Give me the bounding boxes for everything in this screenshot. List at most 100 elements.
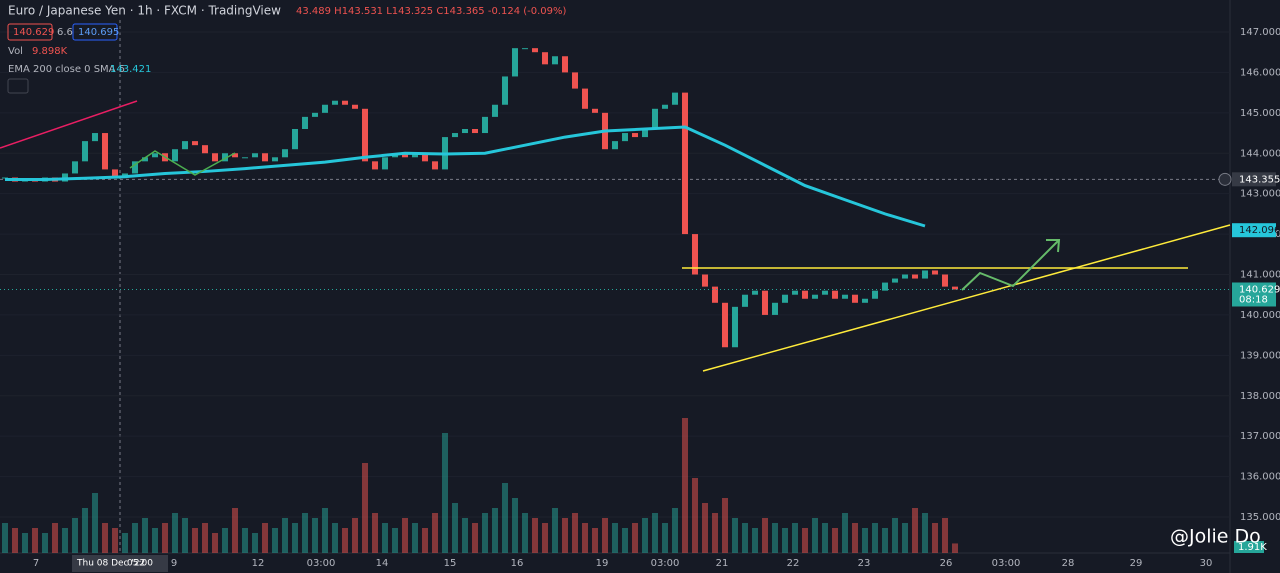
candle bbox=[422, 153, 428, 162]
candle bbox=[812, 294, 818, 299]
candle bbox=[292, 129, 298, 150]
candle bbox=[872, 290, 878, 299]
vol-value: 9.898K bbox=[32, 46, 68, 57]
price-tick-label: 137.000 bbox=[1240, 431, 1280, 442]
candle bbox=[942, 274, 948, 287]
candle bbox=[482, 116, 488, 134]
candle bbox=[492, 104, 498, 117]
volume-bar bbox=[412, 523, 418, 553]
volume-bar bbox=[712, 513, 718, 553]
candle bbox=[522, 48, 528, 50]
candle bbox=[692, 234, 698, 275]
candle bbox=[652, 108, 658, 129]
candle bbox=[362, 108, 368, 162]
volume-bar bbox=[802, 528, 808, 553]
time-tick-label: 12 bbox=[252, 558, 265, 569]
volume-bar bbox=[632, 523, 638, 553]
last-tag-box bbox=[1232, 282, 1276, 307]
ema-label: EMA 200 close 0 SMA 5 bbox=[8, 64, 125, 75]
candle bbox=[192, 141, 198, 146]
time-tick-label: 9 bbox=[171, 558, 177, 569]
buy-price[interactable]: 140.695 bbox=[78, 27, 119, 38]
price-tick-label: 143.000 bbox=[1240, 189, 1280, 200]
volume-bar bbox=[652, 513, 658, 553]
volume-bar bbox=[782, 528, 788, 553]
price-tick-label: 141.000 bbox=[1240, 270, 1280, 281]
time-tick-label: 03:00 bbox=[992, 558, 1021, 569]
volume-bar bbox=[792, 523, 798, 553]
candle bbox=[842, 294, 848, 299]
candle bbox=[92, 133, 98, 142]
candle bbox=[502, 76, 508, 105]
volume-bar bbox=[692, 478, 698, 553]
candle bbox=[372, 161, 378, 170]
buy-button[interactable] bbox=[72, 23, 118, 41]
last-tag-label: 140.629 bbox=[1239, 284, 1280, 295]
volume-bar bbox=[262, 523, 268, 553]
candle bbox=[632, 133, 638, 138]
candle bbox=[382, 157, 388, 170]
ema-tag-label: 142.096 bbox=[1239, 225, 1280, 236]
volume-bar bbox=[622, 528, 628, 553]
volume-bar bbox=[752, 528, 758, 553]
countdown-label: 08:18 bbox=[1239, 294, 1268, 305]
candle bbox=[882, 282, 888, 291]
candle bbox=[762, 290, 768, 315]
candle bbox=[592, 108, 598, 113]
ohlc: 43.489 H143.531 L143.325 C143.365 -0.124… bbox=[296, 6, 567, 17]
volume-bar bbox=[352, 518, 358, 553]
volume-bar bbox=[602, 518, 608, 553]
candle bbox=[322, 104, 328, 113]
volume-bar bbox=[922, 513, 928, 553]
candle bbox=[832, 290, 838, 299]
volume-bar bbox=[12, 528, 18, 553]
volume-bar bbox=[552, 508, 558, 553]
candle bbox=[262, 153, 268, 162]
volume-bar bbox=[662, 523, 668, 553]
volume-bar bbox=[882, 528, 888, 553]
candle bbox=[552, 56, 558, 65]
time-tick-label: 14 bbox=[376, 558, 389, 569]
volume-bar bbox=[152, 528, 158, 553]
crosshair-plus bbox=[1218, 172, 1232, 186]
sell-button[interactable] bbox=[7, 23, 53, 41]
volume-bar bbox=[912, 508, 918, 553]
volume-bar bbox=[92, 493, 98, 553]
volume-bar bbox=[562, 518, 568, 553]
price-tick-label: 144.000 bbox=[1240, 148, 1280, 159]
volume-bar bbox=[392, 528, 398, 553]
candle bbox=[452, 133, 458, 138]
watermark: @Jolie Do bbox=[1170, 526, 1261, 548]
sell-price[interactable]: 140.629 bbox=[13, 27, 54, 38]
candle bbox=[532, 48, 538, 53]
candle bbox=[752, 290, 758, 295]
volume-bar bbox=[722, 498, 728, 553]
time-tick-label: 05:00 bbox=[127, 559, 153, 569]
price-tick-label: 138.000 bbox=[1240, 391, 1280, 402]
collapse-button[interactable] bbox=[7, 78, 29, 94]
symbol-title: Euro / Japanese Yen · 1h · FXCM · Tradin… bbox=[8, 4, 281, 18]
volume-bar bbox=[72, 518, 78, 553]
candle bbox=[852, 294, 858, 303]
candle bbox=[2, 177, 8, 179]
volume-bar bbox=[732, 518, 738, 553]
candle bbox=[112, 169, 118, 178]
time-tick-label: 03:00 bbox=[651, 558, 680, 569]
candle bbox=[682, 92, 688, 235]
price-tick-label: 139.000 bbox=[1240, 350, 1280, 361]
volume-bar bbox=[202, 523, 208, 553]
volume-bar bbox=[472, 523, 478, 553]
time-tick-label: 22 bbox=[787, 558, 800, 569]
time-tick-label: 19 bbox=[596, 558, 609, 569]
time-tick-label: 30 bbox=[1200, 558, 1213, 569]
ema-line bbox=[5, 125, 926, 228]
candle bbox=[232, 153, 238, 158]
candle bbox=[932, 270, 938, 275]
candle bbox=[332, 100, 338, 105]
volume-bar bbox=[482, 513, 488, 553]
volume-bar bbox=[82, 508, 88, 553]
volume-bar bbox=[812, 518, 818, 553]
volume-bar bbox=[362, 463, 368, 553]
